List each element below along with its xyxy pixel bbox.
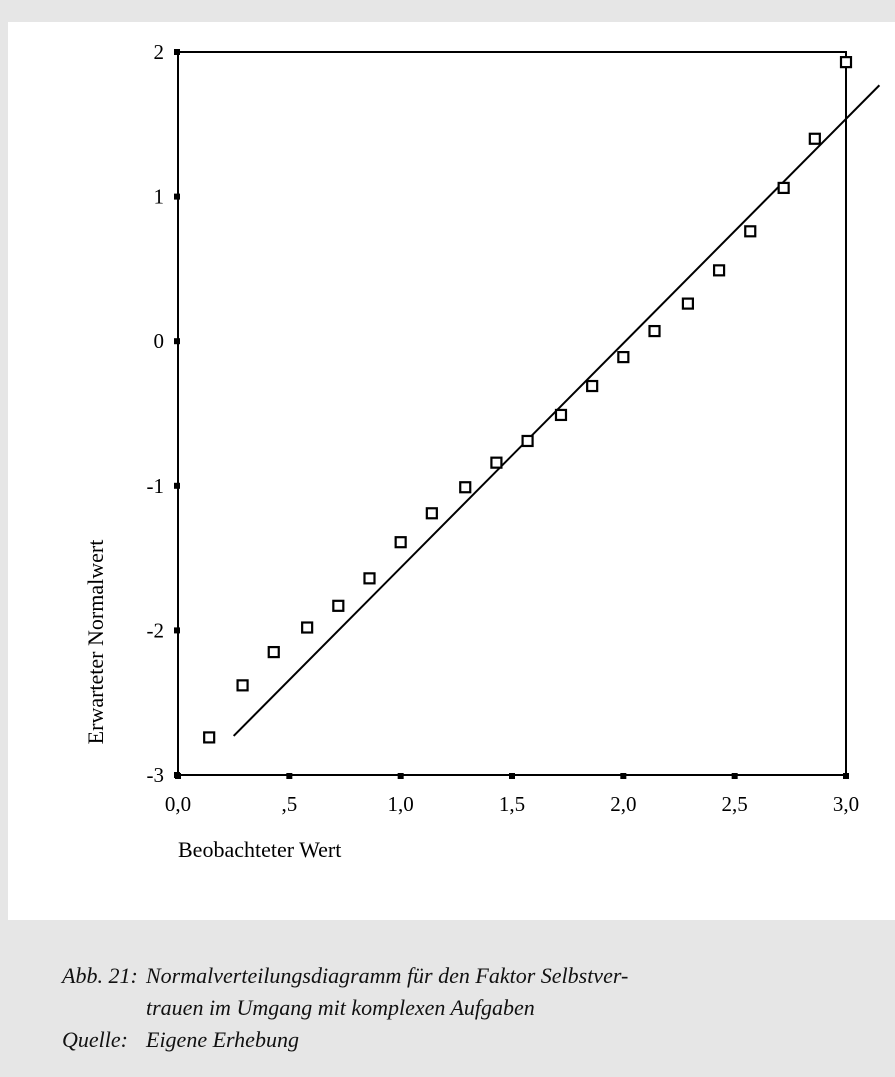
- x-tick-mark: [509, 773, 515, 779]
- data-point: [586, 379, 599, 393]
- data-point: [394, 536, 407, 549]
- y-tick-label: 0: [154, 329, 165, 353]
- y-axis-ticks: 2 1 0 -1 -2 -3: [147, 40, 180, 787]
- y-tick-label: -3: [147, 763, 165, 787]
- caption-text: Normalverteilungsdiagramm für den Faktor…: [146, 963, 629, 1020]
- y-tick-mark: [174, 49, 180, 55]
- x-tick-label: 1,0: [388, 792, 414, 816]
- x-axis-title: Beobachteter Wert: [178, 837, 341, 862]
- x-tick-mark: [843, 773, 849, 779]
- data-point: [301, 621, 314, 634]
- chart-panel: 2 1 0 -1 -2 -3 0,0 ,5 1,0 1,5 2,0 2,5 3,0 Erwartete…: [8, 22, 895, 920]
- data-point: [521, 434, 534, 448]
- data-point: [744, 225, 757, 238]
- y-tick-label: -1: [147, 474, 165, 498]
- data-point: [236, 679, 249, 692]
- y-tick-label: 2: [154, 40, 165, 64]
- x-tick-label: 3,0: [833, 792, 859, 816]
- data-point: [332, 599, 345, 612]
- x-tick-label: ,5: [281, 792, 297, 816]
- data-point: [554, 408, 568, 422]
- data-point: [203, 731, 216, 744]
- source-label: Quelle:: [62, 1027, 128, 1052]
- data-point: [425, 507, 438, 520]
- x-tick-label: 0,0: [165, 792, 191, 816]
- data-point: [363, 572, 376, 585]
- data-point: [777, 181, 790, 195]
- data-point: [839, 56, 853, 69]
- y-tick-mark: [174, 482, 180, 489]
- data-point: [648, 324, 661, 338]
- y-tick-label: -2: [147, 618, 165, 642]
- source-text: Eigene Erhebung: [146, 1027, 299, 1052]
- data-points: [203, 56, 853, 744]
- data-point: [681, 297, 695, 310]
- y-tick-label: 1: [154, 185, 165, 209]
- x-tick-label: 2,0: [610, 792, 636, 816]
- plot-frame: [177, 51, 847, 776]
- y-axis-title: Erwarteter Normalwert: [83, 540, 108, 745]
- data-point: [490, 456, 503, 469]
- x-tick-label: 2,5: [722, 792, 748, 816]
- figure-caption: Abb. 21: Normalverteilungsdiagramm für d…: [62, 960, 628, 1056]
- x-tick-mark: [397, 773, 404, 779]
- y-tick-mark: [174, 193, 180, 200]
- x-tick-mark: [175, 773, 181, 779]
- caption-label: Abb. 21:: [62, 963, 138, 988]
- data-point: [617, 351, 630, 364]
- normal-qq-plot: 2 1 0 -1 -2 -3 0,0 ,5 1,0 1,5 2,0 2,5 3,0 Erwartete…: [83, 40, 881, 862]
- x-tick-mark: [286, 773, 293, 779]
- x-tick-label: 1,5: [499, 792, 525, 816]
- x-axis-ticks: 0,0 ,5 1,0 1,5 2,0 2,5 3,0: [165, 773, 859, 816]
- y-tick-mark: [174, 338, 180, 345]
- data-point: [712, 264, 726, 277]
- x-tick-mark: [620, 773, 627, 779]
- x-tick-mark: [731, 773, 738, 779]
- data-point: [808, 132, 821, 145]
- data-point: [267, 645, 280, 659]
- data-point: [459, 481, 472, 494]
- y-tick-mark: [174, 627, 180, 634]
